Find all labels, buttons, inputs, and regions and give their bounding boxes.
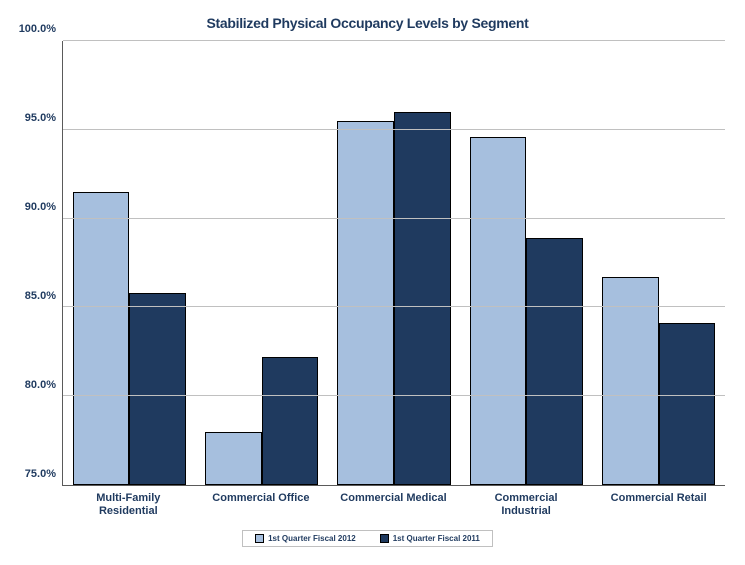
bar bbox=[205, 432, 262, 485]
bars-layer bbox=[63, 41, 725, 485]
bar bbox=[394, 112, 451, 485]
y-tick-label: 90.0% bbox=[25, 201, 56, 213]
bar bbox=[129, 293, 186, 485]
gridline bbox=[63, 306, 725, 307]
bar bbox=[337, 121, 394, 485]
y-tick-label: 75.0% bbox=[25, 468, 56, 480]
gridline bbox=[63, 129, 725, 130]
legend: 1st Quarter Fiscal 2012 1st Quarter Fisca… bbox=[10, 530, 725, 548]
chart-title: Stabilized Physical Occupancy Levels by … bbox=[10, 15, 725, 31]
legend-swatch bbox=[255, 534, 264, 543]
bar bbox=[602, 277, 659, 485]
y-tick-label: 100.0% bbox=[19, 23, 56, 35]
gridline bbox=[63, 218, 725, 219]
y-axis: 75.0%80.0%85.0%90.0%95.0%100.0% bbox=[10, 41, 62, 486]
gridline bbox=[63, 395, 725, 396]
x-tick-label: Commercial Retail bbox=[592, 492, 725, 518]
bar bbox=[73, 192, 130, 485]
legend-box: 1st Quarter Fiscal 2012 1st Quarter Fisca… bbox=[242, 530, 493, 547]
legend-item: 1st Quarter Fiscal 2011 bbox=[380, 534, 480, 543]
x-tick-label: Commercial Industrial bbox=[460, 492, 593, 518]
gridline bbox=[63, 40, 725, 41]
x-tick-label: Commercial Medical bbox=[327, 492, 460, 518]
legend-label: 1st Quarter Fiscal 2011 bbox=[393, 534, 480, 543]
bar-group bbox=[195, 41, 327, 485]
legend-item: 1st Quarter Fiscal 2012 bbox=[255, 534, 356, 543]
legend-label: 1st Quarter Fiscal 2012 bbox=[268, 534, 356, 543]
bar-group bbox=[593, 41, 725, 485]
plot-area bbox=[62, 41, 725, 486]
bar-group bbox=[328, 41, 460, 485]
bar bbox=[526, 238, 583, 485]
chart-container: Stabilized Physical Occupancy Levels by … bbox=[0, 0, 745, 565]
y-tick-label: 95.0% bbox=[25, 112, 56, 124]
bar-group bbox=[63, 41, 195, 485]
plot-wrap: 75.0%80.0%85.0%90.0%95.0%100.0% bbox=[10, 41, 725, 486]
y-tick-label: 85.0% bbox=[25, 290, 56, 302]
bar bbox=[470, 137, 527, 485]
bar bbox=[262, 357, 319, 485]
bar bbox=[659, 323, 716, 485]
x-axis: Multi-Family ResidentialCommercial Offic… bbox=[62, 492, 725, 518]
legend-swatch bbox=[380, 534, 389, 543]
x-tick-label: Commercial Office bbox=[195, 492, 328, 518]
bar-group bbox=[460, 41, 592, 485]
y-tick-label: 80.0% bbox=[25, 379, 56, 391]
x-tick-label: Multi-Family Residential bbox=[62, 492, 195, 518]
